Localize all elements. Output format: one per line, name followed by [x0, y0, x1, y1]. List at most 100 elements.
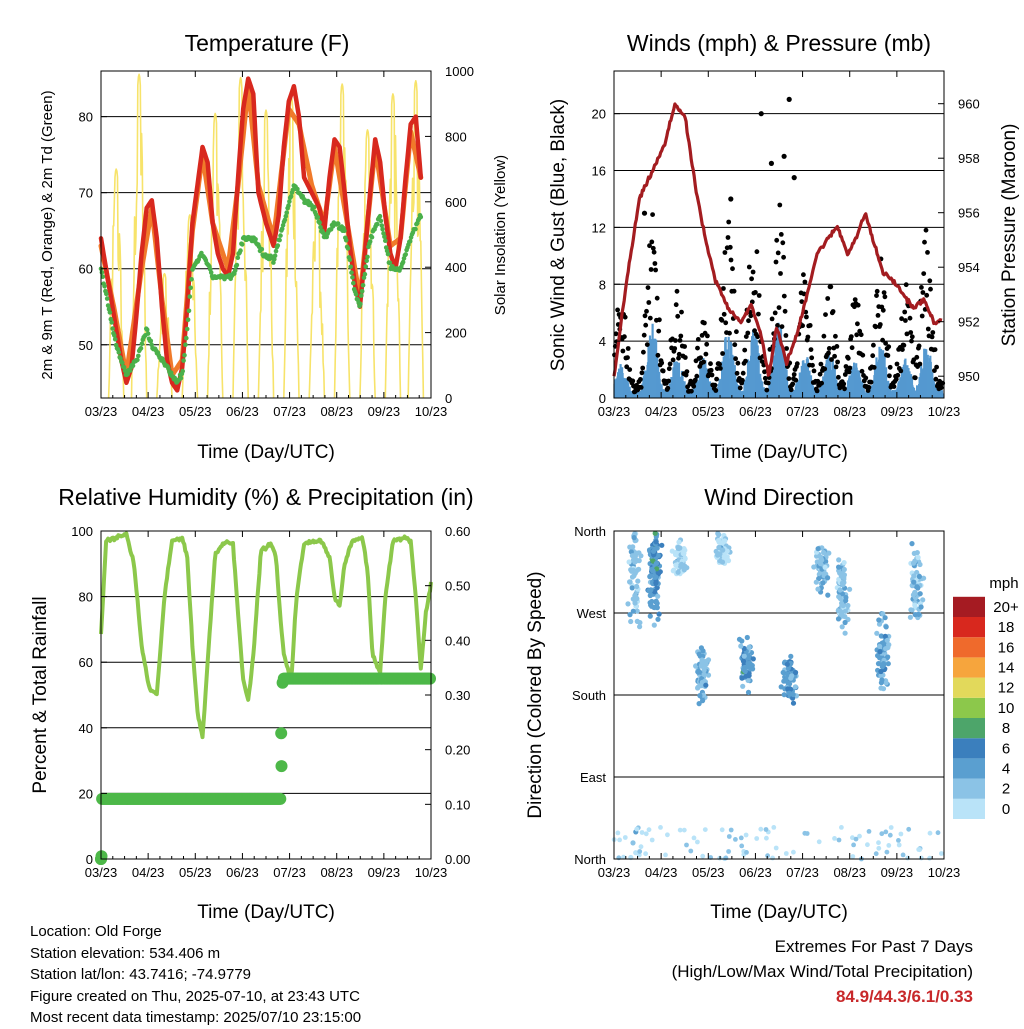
gust-point	[871, 365, 877, 370]
humidity-right-ticks: 0.00 0.10 0.20 0.30 0.40 0.50 0.60	[425, 524, 470, 867]
direction-point	[646, 827, 652, 833]
direction-point	[679, 561, 685, 568]
gust-point	[726, 219, 732, 225]
gust-point	[727, 330, 732, 336]
direction-point	[630, 840, 636, 846]
gust-point	[788, 387, 794, 393]
direction-point	[905, 855, 911, 861]
direction-point	[744, 634, 750, 641]
gust-point	[842, 386, 847, 392]
direction-point	[883, 624, 889, 630]
direction-point	[627, 579, 633, 585]
dewpoint-point	[367, 239, 373, 244]
direction-point	[627, 612, 633, 618]
gust-point	[721, 286, 726, 291]
gust-point	[930, 330, 936, 335]
gust-point	[638, 385, 644, 390]
winds-right-ticks: 950 952 954 956 958 960	[938, 97, 980, 384]
temperature-right-ticks: 0 200 400 600 800 1000	[425, 64, 474, 406]
gust-point	[863, 375, 869, 381]
dewpoint-point	[358, 301, 363, 307]
gust-point	[783, 333, 789, 338]
gust-point	[922, 239, 927, 245]
direction-point	[802, 830, 808, 836]
dewpoint-point	[232, 268, 238, 273]
gust-point	[701, 359, 706, 365]
direction-left-axis-label: Direction (Colored By Speed)	[525, 571, 546, 818]
direction-point	[675, 569, 681, 575]
direction-point	[630, 544, 636, 550]
direction-point	[841, 566, 847, 573]
legend-swatch	[953, 718, 985, 739]
gust-point	[826, 350, 831, 356]
direction-point	[743, 673, 749, 679]
dewpoint-point	[318, 224, 323, 230]
gust-point	[847, 365, 853, 371]
direction-series	[611, 530, 944, 862]
humidity-frame	[100, 530, 432, 860]
direction-point	[741, 666, 747, 672]
y2-tick-label: 0.00	[445, 852, 470, 867]
gust-point	[779, 324, 785, 329]
direction-point	[628, 618, 634, 625]
direction-point	[653, 539, 659, 545]
gust-point	[708, 367, 714, 373]
gust-point	[702, 320, 707, 326]
recent-timestamp: Most recent data timestamp: 2025/07/10 2…	[30, 1009, 362, 1026]
gust-point	[773, 259, 779, 265]
gust-point	[848, 334, 854, 339]
direction-point	[653, 574, 659, 580]
gust-point	[826, 346, 832, 351]
direction-point	[625, 601, 631, 607]
x-tick-label: 05/23	[692, 865, 725, 880]
x-tick-label: 05/23	[179, 865, 212, 880]
dewpoint-point	[317, 220, 322, 226]
legend-swatch	[953, 798, 985, 819]
gust-point	[829, 357, 834, 362]
direction-point	[721, 553, 727, 559]
direction-point	[781, 692, 787, 698]
dewpoint-point	[130, 363, 136, 369]
direction-point	[884, 637, 890, 643]
gust-point	[728, 196, 734, 202]
humidity-x-axis-label: Time (Day/UTC)	[197, 902, 335, 923]
direction-point	[773, 845, 779, 851]
gust-point	[933, 376, 939, 382]
y-tick-label: North	[574, 852, 606, 867]
dewpoint-point	[275, 243, 281, 248]
dewpoint-point	[284, 210, 290, 215]
dewpoint-point	[102, 284, 107, 289]
x-tick-label: 05/23	[179, 404, 212, 419]
gust-point	[811, 368, 817, 374]
direction-point	[853, 836, 859, 842]
y-tick-label: 60	[79, 262, 93, 277]
gust-point	[734, 370, 740, 376]
direction-point	[781, 678, 787, 684]
direction-point	[665, 832, 670, 838]
direction-point	[920, 597, 926, 603]
direction-point	[826, 550, 832, 556]
direction-point	[832, 836, 837, 841]
dewpoint-point	[361, 275, 367, 281]
direction-point	[739, 675, 745, 681]
direction-point	[728, 827, 734, 833]
gust-point	[810, 362, 815, 368]
gust-point	[925, 250, 930, 255]
dewpoint-point	[138, 346, 144, 351]
gust-point	[782, 308, 788, 314]
gust-point	[927, 278, 933, 284]
dewpoint-point	[240, 242, 245, 247]
dewpoint-point	[272, 257, 277, 262]
dewpoint-point	[351, 280, 356, 286]
direction-point	[688, 848, 694, 854]
temperature-panel: Temperature (F) 50 60 70 80 0 200 400 600 800 10…	[39, 30, 509, 463]
dewpoint-point	[112, 337, 118, 342]
gust-point	[781, 153, 787, 159]
gust-point	[932, 368, 937, 373]
direction-point	[876, 845, 882, 851]
dewpoint-point	[363, 264, 369, 269]
direction-point	[888, 825, 894, 830]
direction-point	[638, 844, 644, 850]
direction-point	[698, 663, 705, 669]
gust-point	[893, 376, 899, 382]
